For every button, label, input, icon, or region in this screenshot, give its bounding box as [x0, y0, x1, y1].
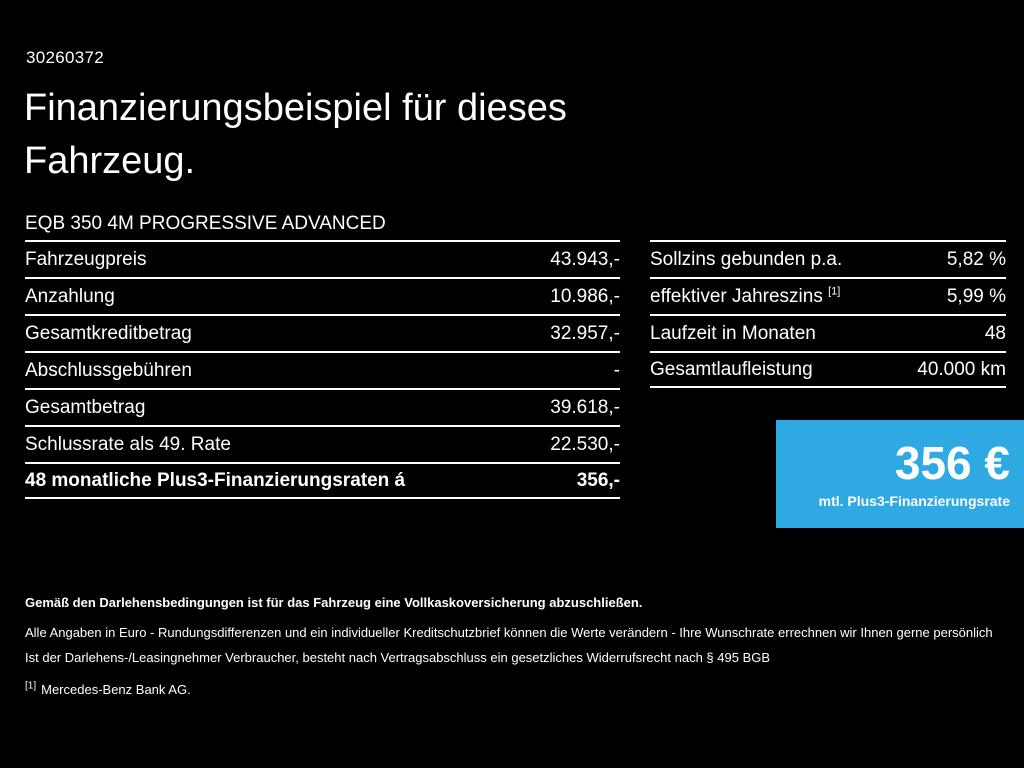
table-row: Gesamtbetrag 39.618,- [25, 388, 620, 425]
footnote-marker: [1] [828, 285, 841, 298]
disclaimer-insurance: Gemäß den Darlehensbedingungen ist für d… [25, 595, 643, 610]
row-label: Gesamtlaufleistung [650, 358, 813, 380]
row-label: Abschlussgebühren [25, 359, 192, 381]
row-value: 40.000 km [917, 358, 1006, 380]
row-label-text: effektiver Jahreszins [650, 285, 823, 307]
table-row: Anzahlung 10.986,- [25, 277, 620, 314]
page-title: Finanzierungsbeispiel für dieses Fahrzeu… [24, 87, 567, 183]
row-label: 48 monatliche Plus3-Finanzierungsraten á [25, 469, 406, 491]
table-row: Gesamtkreditbetrag 32.957,- [25, 314, 620, 351]
table-row: Schlussrate als 49. Rate 22.530,- [25, 425, 620, 462]
table-row: Laufzeit in Monaten 48 [650, 314, 1006, 351]
row-value: 10.986,- [550, 285, 620, 307]
document-id: 30260372 [26, 48, 105, 67]
row-label: Gesamtkreditbetrag [25, 322, 192, 344]
row-value: 32.957,- [550, 322, 620, 344]
row-value: 22.530,- [550, 433, 620, 455]
row-label: Anzahlung [25, 285, 115, 307]
row-label: Laufzeit in Monaten [650, 322, 816, 344]
footnote-text: Mercedes-Benz Bank AG. [41, 681, 191, 697]
row-value: 48 [984, 322, 1006, 344]
footnote: [1] Mercedes-Benz Bank AG. [25, 681, 1003, 699]
vehicle-model: EQB 350 4M PROGRESSIVE ADVANCED [25, 213, 386, 234]
financing-table-right: Sollzins gebunden p.a. 5,82 % effektiver… [650, 240, 1006, 388]
row-value: 5,82 % [946, 248, 1006, 270]
table-row: effektiver Jahreszins [1] 5,99 % [650, 277, 1006, 314]
row-value: 39.618,- [550, 396, 620, 418]
table-row: Gesamtlaufleistung 40.000 km [650, 351, 1006, 388]
row-label: Fahrzeugpreis [25, 248, 147, 270]
disclaimer-withdrawal: Ist der Darlehens-/Leasingnehmer Verbrau… [25, 650, 771, 666]
disclaimer-euro: Alle Angaben in Euro - Rundungsdifferenz… [25, 624, 993, 640]
legal-footer: Gemäß den Darlehensbedingungen ist für d… [25, 594, 1003, 698]
row-label: effektiver Jahreszins [1] [650, 286, 840, 308]
table-row-monthly-rate: 48 monatliche Plus3-Finanzierungsraten á… [25, 462, 620, 499]
monthly-rate-box: 356 € mtl. Plus3-Finanzierungsrate [776, 420, 1024, 528]
financing-table-left: Fahrzeugpreis 43.943,- Anzahlung 10.986,… [25, 240, 620, 499]
row-label: Schlussrate als 49. Rate [25, 433, 231, 455]
table-row: Fahrzeugpreis 43.943,- [25, 240, 620, 277]
row-value: 5,99 % [946, 285, 1006, 307]
rate-amount: 356 € [894, 436, 1010, 489]
rate-caption: mtl. Plus3-Finanzierungsrate [818, 492, 1010, 509]
table-row: Sollzins gebunden p.a. 5,82 % [650, 240, 1006, 277]
row-value: - [613, 359, 620, 381]
footnote-marker: [1] [25, 680, 37, 692]
row-value: 356,- [576, 469, 620, 491]
row-label: Sollzins gebunden p.a. [650, 248, 843, 270]
table-row: Abschlussgebühren - [25, 351, 620, 388]
row-label: Gesamtbetrag [25, 396, 146, 418]
row-value: 43.943,- [550, 248, 620, 270]
